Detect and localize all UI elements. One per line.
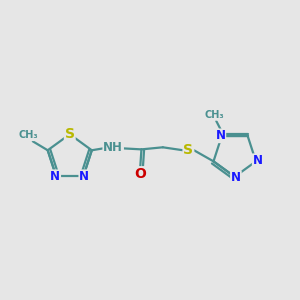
Text: CH₃: CH₃ [205, 110, 225, 120]
Text: N: N [253, 154, 263, 167]
Text: N: N [50, 170, 60, 183]
Text: S: S [183, 143, 194, 157]
Text: O: O [134, 167, 146, 181]
Text: CH₃: CH₃ [18, 130, 38, 140]
Text: S: S [65, 127, 75, 141]
Text: NH: NH [103, 141, 123, 154]
Text: N: N [215, 129, 225, 142]
Text: N: N [231, 171, 241, 184]
Text: N: N [79, 170, 89, 183]
